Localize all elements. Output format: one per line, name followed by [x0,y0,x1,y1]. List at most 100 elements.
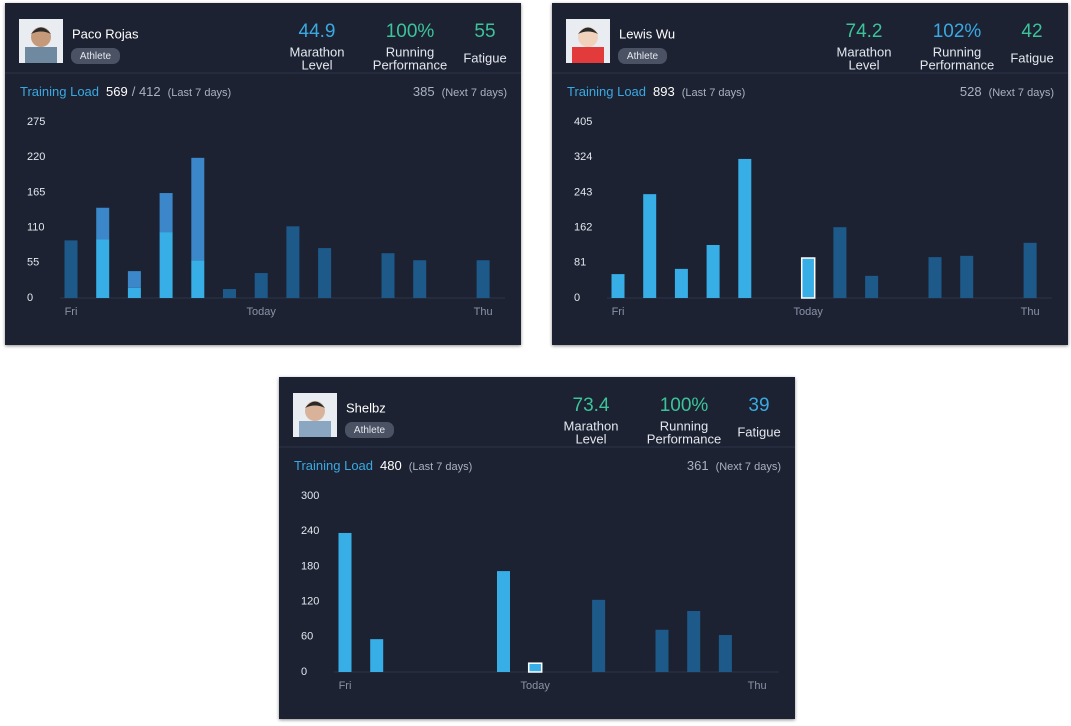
bar [381,253,395,298]
y-tick-label: 162 [574,222,592,234]
bar [960,255,974,298]
badge: Athlete [80,51,112,62]
bar [476,260,490,298]
metric-label: Performance [647,431,721,446]
bar [64,240,78,298]
y-tick-label: 120 [301,596,319,608]
metric-label: Running [933,44,981,59]
metric-value: 39 [748,395,769,416]
x-tick-label: Fri [612,306,625,318]
y-tick-label: 243 [574,186,592,198]
metric-value: 44.9 [299,21,336,42]
bar [833,227,847,298]
bar [370,639,384,672]
metric-label: Fatigue [737,424,780,439]
avatar-body [299,421,331,437]
y-tick-label: 165 [27,186,45,198]
bar [800,257,816,299]
last-period-note: (Last 7 days) [168,87,232,99]
y-tick-label: 180 [301,560,319,572]
training-load-row: Training Load 569 / 412 (Last 7 days) [20,84,231,99]
last-period-note: (Last 7 days) [682,87,746,99]
next-load-value: 361 [687,458,709,473]
training-load-row: Training Load 893 (Last 7 days) [567,84,745,99]
avatar-hair [305,401,325,408]
avatar-body [572,47,604,63]
y-tick-label: 0 [27,292,33,304]
metric-label: Running [386,44,434,59]
bar [928,257,942,298]
y-tick-label: 0 [301,666,307,678]
metric-label: Marathon [564,418,619,433]
bar [127,287,141,298]
y-tick-label: 0 [574,292,580,304]
avatar [19,19,63,63]
avatar-hair [31,27,51,34]
bar [191,157,205,261]
training-load-value: 569 [106,84,128,99]
training-load-label: Training Load [567,84,646,99]
badge-bg [71,48,120,64]
y-tick-label: 55 [27,257,39,269]
bar [96,239,110,298]
metric-value: 73.4 [573,395,610,416]
next-period-note: (Next 7 days) [442,87,507,99]
training-load-label: Training Load [294,458,373,473]
metric-value: 100% [386,21,435,42]
bar [611,274,625,298]
metric-label: Marathon [837,44,892,59]
avatar [293,393,337,437]
bar [159,193,173,233]
x-tick-label: Thu [474,306,493,318]
bar [318,248,332,298]
bar [527,662,543,673]
bar [338,532,352,672]
metric-label: Level [848,57,879,72]
x-tick-label: Today [247,306,277,318]
next-load-row: 361 (Next 7 days) [687,458,781,473]
bar [1023,242,1037,298]
metric-label: Performance [373,57,447,72]
metric-label: Marathon [290,44,345,59]
athlete-name: Shelbz [346,400,386,415]
bar [655,629,669,672]
bar [286,226,300,298]
bar [643,194,657,298]
avatar-hair [578,27,598,34]
bar [254,273,268,298]
bar [497,571,510,672]
y-tick-label: 405 [574,116,592,128]
y-tick-label: 324 [574,151,592,163]
metric-label: Fatigue [463,50,506,65]
bar [413,260,427,298]
bar [191,260,205,298]
next-period-note: (Next 7 days) [716,461,781,473]
bar [592,599,606,672]
training-load-value: 480 [380,458,402,473]
x-tick-label: Fri [65,306,78,318]
metric-value: 55 [474,21,495,42]
avatar [566,19,610,63]
bar [96,207,110,240]
bar [223,289,236,298]
next-load-row: 385 (Next 7 days) [413,84,507,99]
y-tick-label: 60 [301,631,313,643]
x-tick-label: Today [794,306,824,318]
x-tick-label: Thu [1021,306,1040,318]
training-load-chart: 0 81 162 243 324 405 Fri Today Thu [574,116,1052,318]
bar [687,610,701,672]
metric-value: 100% [660,395,709,416]
athlete-name: Paco Rojas [72,26,139,41]
last-period-note: (Last 7 days) [409,461,473,473]
training-load-value: 893 [653,84,675,99]
metric-label: Level [301,57,332,72]
badge-bg [618,48,667,64]
badge: Athlete [627,51,659,62]
x-tick-label: Thu [748,680,767,692]
bar [718,635,732,672]
bar [127,271,141,288]
athlete-name: Lewis Wu [619,26,675,41]
y-tick-label: 220 [27,151,45,163]
